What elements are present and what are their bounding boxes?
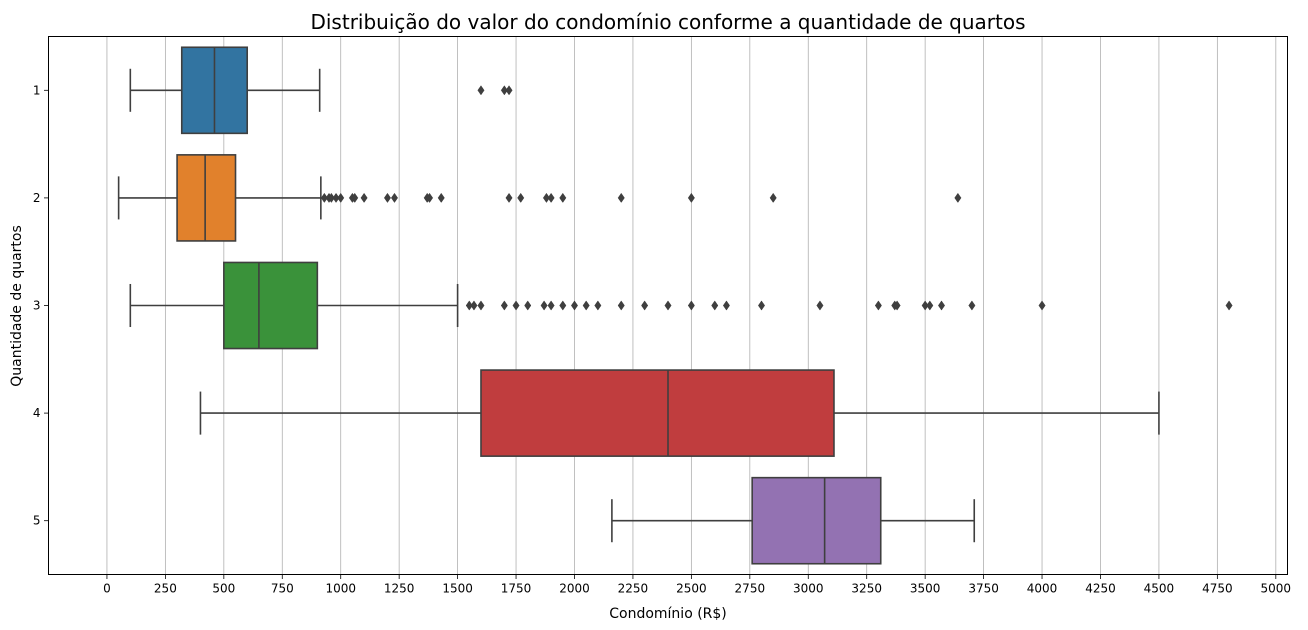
- y-tick-label-2: 2: [33, 191, 41, 205]
- outlier-3-22: [893, 300, 901, 311]
- outlier-2-3: [332, 192, 340, 203]
- outlier-3-10: [582, 300, 590, 311]
- outlier-3-17: [722, 300, 730, 311]
- x-tick-label-750: 750: [271, 582, 294, 596]
- boxes: [117, 46, 1233, 565]
- chart-title: Distribuição do valor do condomínio conf…: [310, 10, 1025, 34]
- outlier-2-20: [769, 192, 777, 203]
- y-axis-label: Quantidade de quartos: [9, 225, 25, 387]
- x-axis-ticks: 0 250 500 750 1000 1250 1500 1750 2000 2250 2500 27…: [103, 574, 1292, 596]
- outlier-3-14: [664, 300, 672, 311]
- x-tick-label-250: 250: [154, 582, 177, 596]
- box-4: [480, 369, 835, 457]
- box-group-1: [129, 46, 513, 135]
- outlier-3-13: [641, 300, 649, 311]
- outlier-3-20: [874, 300, 882, 311]
- outlier-2-16: [547, 192, 555, 203]
- outlier-2-21: [954, 192, 962, 203]
- outlier-3-23: [921, 300, 929, 311]
- x-tick-label-4000: 4000: [1027, 582, 1058, 596]
- plot-frame: [48, 36, 1288, 575]
- outlier-2-15: [542, 192, 550, 203]
- outlier-3-3: [500, 300, 508, 311]
- outlier-2-18: [617, 192, 625, 203]
- outlier-2-6: [351, 192, 359, 203]
- outlier-2-11: [426, 192, 434, 203]
- outlier-2-12: [437, 192, 445, 203]
- x-tick-label-2000: 2000: [559, 582, 590, 596]
- outlier-3-11: [594, 300, 602, 311]
- outlier-2-8: [383, 192, 391, 203]
- outlier-3-27: [1038, 300, 1046, 311]
- x-tick-label-500: 500: [212, 582, 235, 596]
- x-tick-label-1000: 1000: [325, 582, 356, 596]
- outlier-3-2: [477, 300, 485, 311]
- x-tick-label-2500: 2500: [676, 582, 707, 596]
- x-tick-label-3250: 3250: [851, 582, 882, 596]
- outlier-3-28: [1225, 300, 1233, 311]
- x-tick-label-3500: 3500: [910, 582, 941, 596]
- x-tick-label-3000: 3000: [793, 582, 824, 596]
- x-axis-label: Condomínio (R$): [609, 606, 727, 622]
- box-2: [176, 154, 237, 242]
- outlier-3-15: [687, 300, 695, 311]
- outlier-3-24: [926, 300, 934, 311]
- outlier-2-9: [390, 192, 398, 203]
- outlier-1-0: [477, 85, 485, 96]
- outlier-3-18: [758, 300, 766, 311]
- outlier-2-14: [517, 192, 525, 203]
- outlier-3-4: [512, 300, 520, 311]
- x-tick-label-2750: 2750: [735, 582, 766, 596]
- outlier-3-12: [617, 300, 625, 311]
- outlier-2-19: [687, 192, 695, 203]
- y-axis-ticks: 1 2 3 4 5: [33, 83, 49, 528]
- x-tick-label-4750: 4750: [1202, 582, 1233, 596]
- outlier-3-25: [938, 300, 946, 311]
- x-tick-label-1750: 1750: [501, 582, 532, 596]
- outlier-2-13: [505, 192, 513, 203]
- box-3: [223, 261, 319, 350]
- x-tick-label-4250: 4250: [1085, 582, 1116, 596]
- outlier-2-7: [360, 192, 368, 203]
- outlier-3-8: [559, 300, 567, 311]
- outlier-2-2: [327, 192, 335, 203]
- outlier-3-9: [570, 300, 578, 311]
- y-tick-label-4: 4: [33, 406, 41, 420]
- box-group-3: [129, 261, 1233, 350]
- outlier-3-7: [547, 300, 555, 311]
- x-tick-label-1500: 1500: [442, 582, 473, 596]
- y-tick-label-1: 1: [33, 83, 41, 97]
- x-tick-label-5000: 5000: [1261, 582, 1292, 596]
- outlier-2-0: [320, 192, 328, 203]
- outlier-3-26: [968, 300, 976, 311]
- outlier-2-17: [559, 192, 567, 203]
- outlier-2-4: [337, 192, 345, 203]
- outlier-1-1: [500, 85, 508, 96]
- box-group-2: [117, 154, 962, 242]
- outlier-3-16: [711, 300, 719, 311]
- y-tick-label-3: 3: [33, 299, 41, 313]
- x-tick-label-3750: 3750: [968, 582, 999, 596]
- outlier-3-1: [470, 300, 478, 311]
- outlier-3-19: [816, 300, 824, 311]
- x-tick-label-1250: 1250: [384, 582, 415, 596]
- outlier-1-2: [505, 85, 513, 96]
- x-tick-label-2250: 2250: [618, 582, 649, 596]
- outlier-3-0: [465, 300, 473, 311]
- outlier-3-5: [524, 300, 532, 311]
- box-group-4: [199, 369, 1160, 457]
- box-group-5: [611, 476, 976, 565]
- outlier-3-6: [540, 300, 548, 311]
- x-tick-label-0: 0: [103, 582, 111, 596]
- y-tick-label-5: 5: [33, 514, 41, 528]
- box-5: [751, 476, 882, 565]
- x-tick-label-4500: 4500: [1144, 582, 1175, 596]
